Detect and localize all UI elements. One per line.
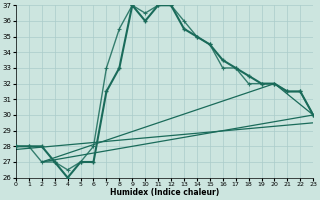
X-axis label: Humidex (Indice chaleur): Humidex (Indice chaleur) — [110, 188, 219, 197]
